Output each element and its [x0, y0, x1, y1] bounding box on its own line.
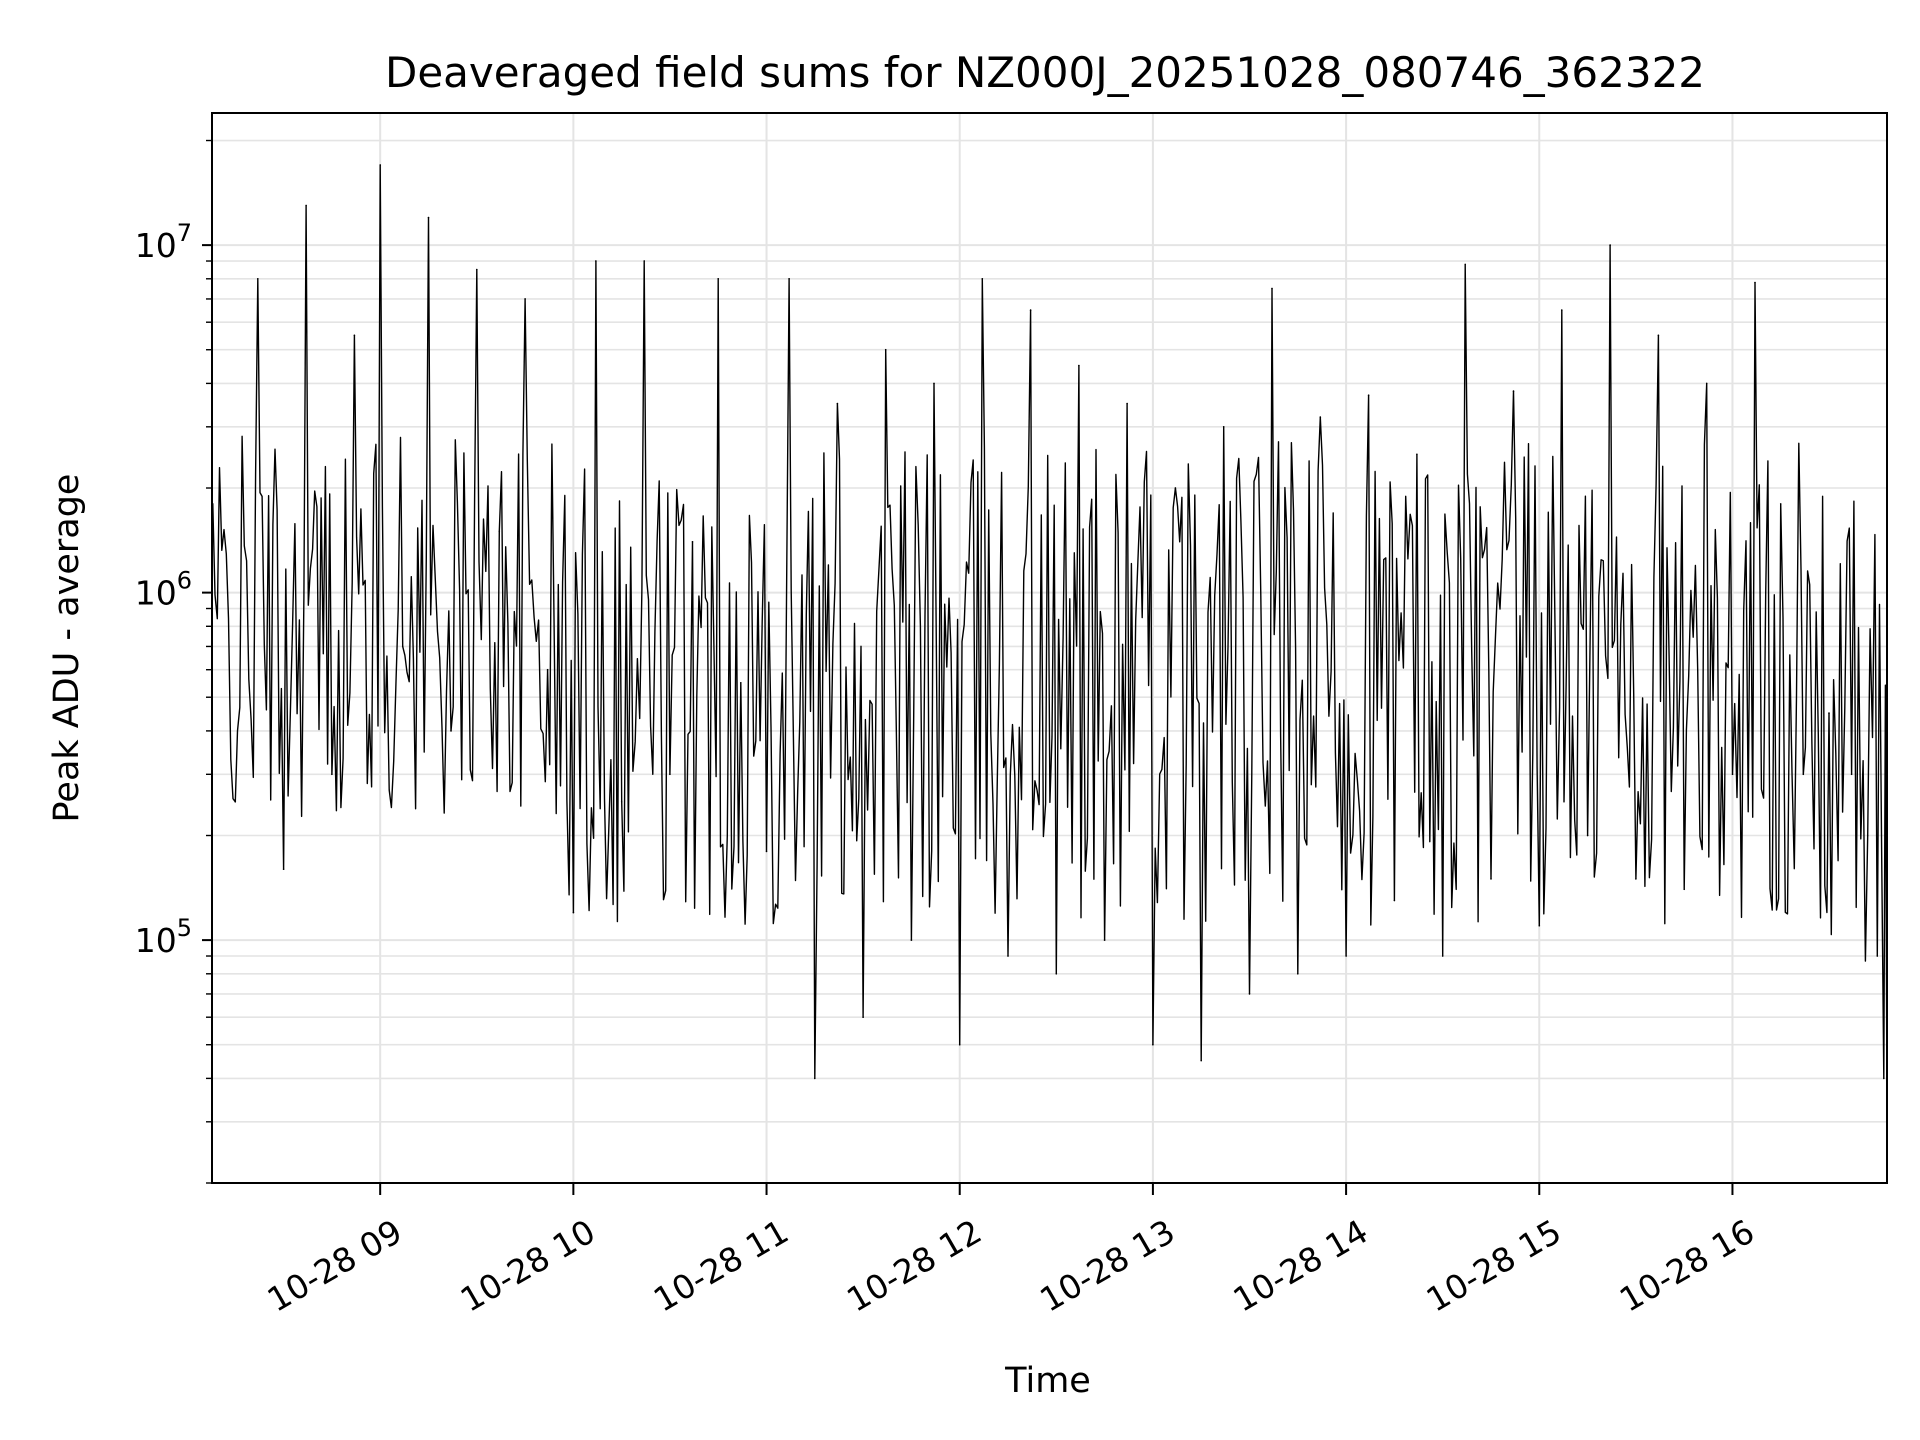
data-point	[1055, 973, 1058, 975]
data-point	[1174, 487, 1177, 489]
data-point	[305, 204, 307, 207]
data-point	[427, 216, 430, 219]
data-point	[1683, 888, 1685, 891]
data-point	[1007, 955, 1009, 957]
data-point	[1490, 878, 1492, 880]
data-point	[1635, 878, 1637, 880]
data-point	[814, 1077, 816, 1080]
data-point	[234, 801, 237, 803]
data-point	[1828, 712, 1830, 714]
data-series-line	[212, 164, 1888, 1123]
data-point	[765, 850, 768, 853]
data-point	[1538, 924, 1541, 927]
data-point	[1876, 955, 1879, 957]
data-point	[1029, 309, 1032, 311]
data-point	[1319, 416, 1322, 418]
data-point	[595, 260, 597, 262]
data-point	[1464, 263, 1466, 266]
data-point	[546, 668, 549, 671]
data-point	[1345, 955, 1347, 957]
data-point	[1731, 773, 1734, 776]
data-point	[1779, 503, 1782, 505]
data-point	[1754, 281, 1756, 284]
data-point	[1586, 834, 1589, 837]
data-point	[910, 939, 913, 941]
data-point	[958, 1043, 961, 1046]
data-point	[740, 682, 742, 684]
data-point	[691, 541, 694, 543]
data-point	[862, 1016, 864, 1018]
data-point	[331, 773, 333, 776]
data-point	[282, 868, 285, 870]
data-point	[788, 278, 790, 280]
data-point	[1152, 1043, 1154, 1046]
data-point	[1705, 382, 1708, 385]
data-point	[498, 530, 501, 533]
data-point	[1416, 453, 1418, 456]
data-point	[1271, 287, 1273, 290]
data-point	[717, 278, 719, 280]
data-point	[981, 278, 984, 280]
data-point	[1850, 773, 1853, 776]
data-point	[353, 334, 356, 337]
data-point	[1512, 390, 1515, 392]
data-point	[933, 382, 935, 385]
data-point	[476, 268, 478, 271]
data-point	[884, 348, 887, 351]
y-tick-label: 107	[135, 219, 192, 265]
data-point	[1297, 973, 1299, 975]
data-point	[1393, 899, 1396, 902]
data-point	[1367, 394, 1370, 397]
data-point	[1657, 334, 1660, 337]
data-point	[1441, 955, 1444, 957]
data-point	[257, 278, 259, 280]
data-point	[620, 801, 623, 803]
data-point	[1222, 426, 1225, 428]
data-point	[1103, 939, 1106, 941]
data-point	[836, 402, 839, 405]
data-point	[524, 298, 526, 300]
data-point	[1126, 402, 1128, 405]
y-axis-ticks: 105 106 107	[135, 139, 212, 1184]
data-point	[450, 730, 452, 732]
data-point	[379, 164, 382, 166]
plot-area-frame	[211, 112, 1888, 1184]
data-point	[1200, 1059, 1202, 1062]
data-point	[401, 645, 404, 648]
series-line	[212, 164, 1888, 1122]
data-point	[1802, 773, 1805, 776]
data-point	[669, 773, 671, 776]
y-tick-label: 105	[135, 914, 192, 960]
y-tick-label: 106	[135, 567, 192, 613]
data-point	[1866, 834, 1869, 837]
data-point	[1561, 309, 1563, 311]
data-point	[1883, 1077, 1885, 1080]
data-point	[643, 260, 645, 262]
data-point	[572, 911, 575, 914]
data-point	[1078, 364, 1080, 367]
data-point	[1248, 993, 1251, 995]
chart-title: Deaveraged field sums for NZ000J_2025102…	[385, 48, 1705, 97]
y-axis-label: Peak ADU - average	[47, 474, 87, 823]
data-point	[1609, 244, 1611, 246]
x-axis-label: Time	[1004, 1361, 1091, 1401]
